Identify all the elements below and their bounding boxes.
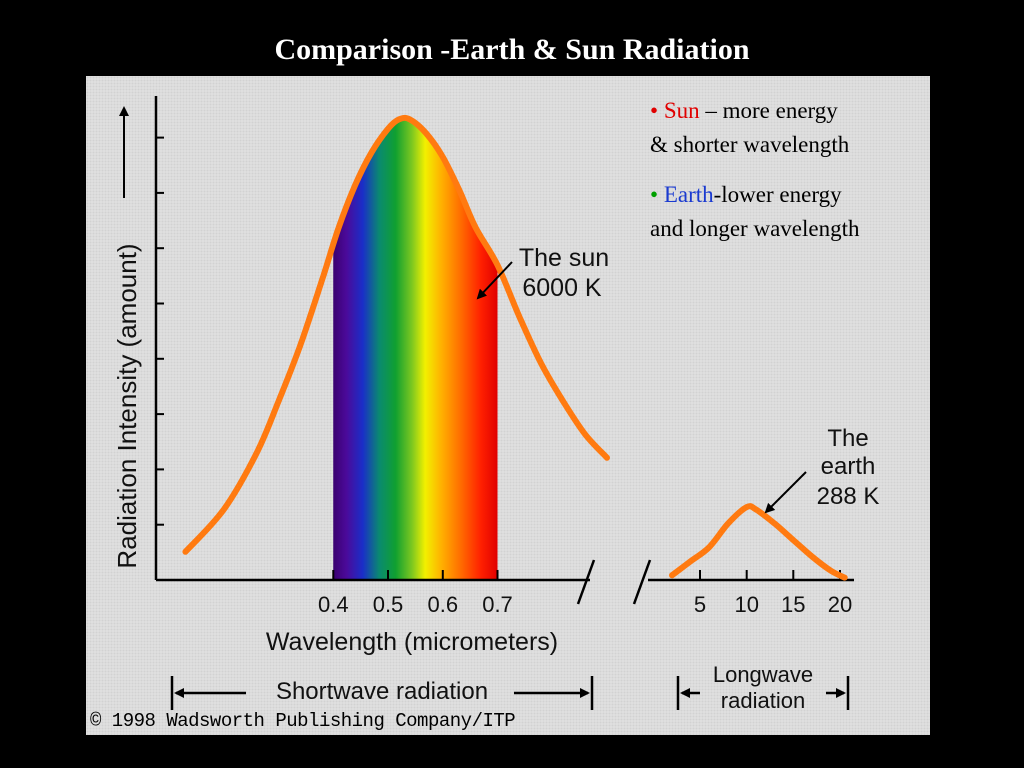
sun-label-line1: The sun (519, 244, 609, 272)
earth-label-line1: The (827, 425, 868, 452)
x-axis-label: Wavelength (micrometers) (266, 628, 558, 656)
shortwave-tick-label: 0.5 (373, 592, 404, 617)
shortwave-tick-label: 0.6 (428, 592, 459, 617)
note-bullet: • (650, 98, 659, 123)
y-axis-ticks (156, 136, 164, 526)
longwave-x-ticks: 5 10 15 20 (694, 570, 852, 617)
note-earth: • Earth-lower energy and longer waveleng… (650, 178, 926, 246)
earth-label-line3: 288 K (817, 483, 880, 510)
shortwave-x-ticks: 0.4 0.5 0.6 0.7 (318, 570, 513, 617)
chart-panel: Radiation Intensity (amount) 0.4 0.5 0.6 0.… (86, 76, 930, 735)
earth-label-line2: earth (821, 453, 876, 480)
longwave-tick-label: 5 (694, 592, 706, 617)
note-keyword-sun: Sun (663, 98, 700, 123)
visible-spectrum-band (333, 117, 498, 580)
longwave-tick-label: 20 (828, 592, 852, 617)
longwave-tick-label: 10 (734, 592, 758, 617)
y-axis-label: Radiation Intensity (amount) (112, 243, 142, 568)
note-text: – more energy (699, 98, 838, 123)
slide-title: Comparison -Earth & Sun Radiation (274, 33, 750, 66)
longwave-label-line1: Longwave (713, 662, 813, 687)
note-bullet: • (650, 182, 659, 207)
earth-radiation-curve (669, 503, 848, 581)
copyright-credit: © 1998 Wadsworth Publishing Company/ITP (90, 710, 516, 732)
longwave-tick-label: 15 (781, 592, 805, 617)
radiation-chart: Radiation Intensity (amount) 0.4 0.5 0.6 0.… (112, 96, 880, 713)
shortwave-tick-label: 0.7 (482, 592, 513, 617)
note-sun: • Sun – more energy & shorter wavelength (650, 94, 926, 162)
axis-break-left (576, 559, 596, 605)
note-keyword-earth: Earth (663, 182, 714, 207)
note-text: -lower energy (713, 182, 842, 207)
earth-label-pointer (764, 471, 807, 514)
sun-radiation-curve (182, 114, 610, 555)
shortwave-tick-label: 0.4 (318, 592, 349, 617)
sun-label-pointer (476, 261, 513, 300)
shortwave-label: Shortwave radiation (276, 678, 488, 705)
notes-list: • Sun – more energy & shorter wavelength… (650, 94, 926, 262)
longwave-label-line2: radiation (721, 688, 805, 713)
note-text: and longer wavelength (650, 216, 860, 241)
note-text: & shorter wavelength (650, 132, 850, 157)
sun-label-line2: 6000 K (522, 274, 602, 302)
axis-break-right (632, 559, 652, 605)
